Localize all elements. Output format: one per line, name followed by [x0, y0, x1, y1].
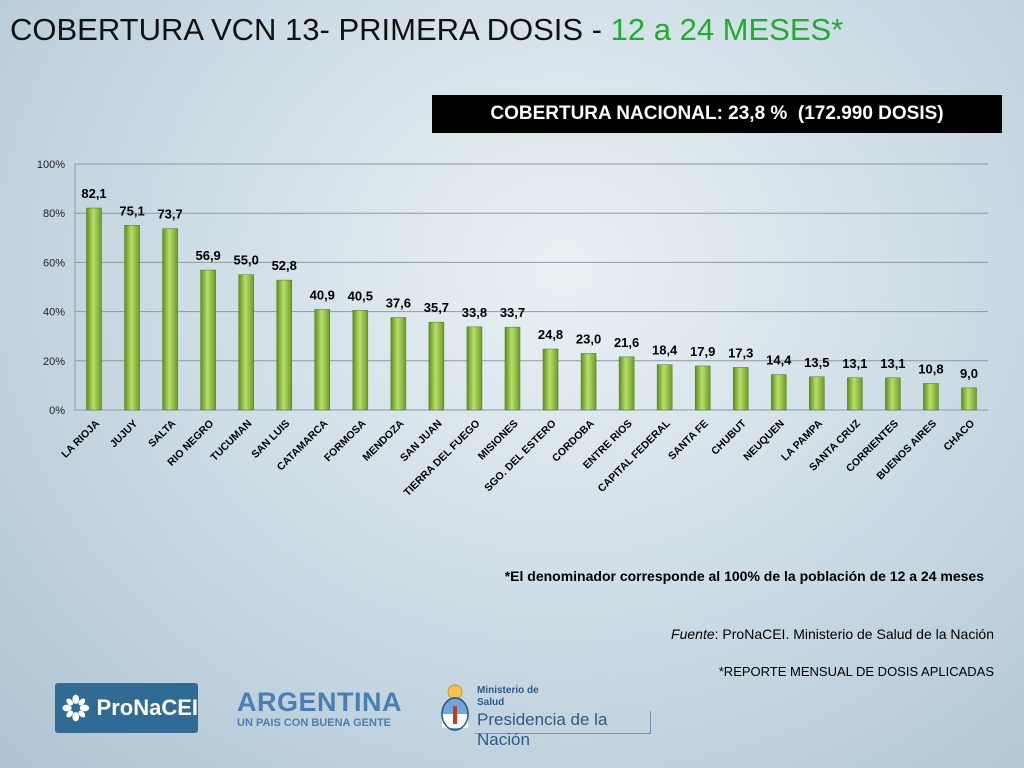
data-label: 13,1 — [842, 356, 867, 371]
y-tick-label: 0% — [49, 405, 65, 417]
flower-icon — [62, 694, 90, 722]
national-coverage-banner: COBERTURA NACIONAL: 23,8 % (172.990 DOSI… — [432, 95, 1002, 133]
bar — [200, 269, 216, 411]
title-star: * — [831, 12, 844, 47]
data-label: 17,9 — [690, 344, 715, 359]
data-label: 40,9 — [310, 287, 335, 302]
title-main: COBERTURA VCN 13- PRIMERA DOSIS - — [10, 12, 611, 47]
bar — [276, 279, 292, 411]
source-label: Fuente — [671, 626, 715, 642]
bar — [694, 365, 711, 411]
bar — [618, 356, 635, 411]
data-label: 17,3 — [728, 345, 753, 360]
data-label: 24,8 — [538, 327, 563, 342]
pronacei-logo: ProNaCEI — [55, 683, 198, 733]
source-note: Fuente: ProNaCEI. Ministerio de Salud de… — [671, 626, 994, 642]
bar — [352, 310, 369, 411]
bar — [124, 225, 140, 411]
data-label: 40,5 — [348, 288, 373, 303]
data-label: 33,7 — [500, 305, 525, 320]
bar — [314, 309, 331, 411]
bar — [390, 317, 407, 411]
data-label: 9,0 — [960, 366, 978, 381]
data-label: 55,0 — [234, 253, 259, 268]
report-note: *REPORTE MENSUAL DE DOSIS APLICADAS — [718, 664, 994, 679]
data-label: 14,4 — [766, 353, 792, 368]
x-category-label: TIERRA DEL FUEGO — [401, 418, 482, 499]
source-text: : ProNaCEI. Ministerio de Salud de la Na… — [714, 626, 994, 642]
bar — [732, 367, 749, 411]
data-label: 35,7 — [424, 300, 449, 315]
x-category-label: CAPITAL FEDERAL — [596, 417, 674, 495]
ministerio-salud-logo: Ministerio de Salud Presidencia de la Na… — [435, 681, 655, 749]
bar — [656, 364, 673, 411]
bar — [809, 376, 825, 411]
x-category-label: SALTA — [146, 417, 178, 449]
bar — [542, 348, 559, 411]
title-highlight: 12 a 24 MESES — [610, 12, 832, 47]
bar — [466, 326, 483, 411]
data-label: 13,1 — [880, 356, 905, 371]
data-label: 23,0 — [576, 331, 601, 346]
y-tick-label: 100% — [37, 159, 65, 171]
bar — [86, 207, 102, 411]
x-category-label: JUJUY — [108, 418, 140, 450]
data-label: 10,8 — [918, 361, 943, 376]
bar — [961, 387, 977, 411]
bar — [923, 383, 939, 411]
pronacei-logo-text: ProNaCEI — [96, 695, 198, 720]
footnote: *El denominador corresponde al 100% de l… — [504, 568, 984, 584]
ministerio-separator — [475, 711, 651, 734]
data-label: 75,1 — [119, 203, 144, 218]
y-tick-label: 80% — [43, 208, 65, 220]
data-label: 18,4 — [652, 343, 678, 358]
bar — [847, 377, 863, 411]
argentina-logo-text: ARGENTINA — [237, 687, 402, 717]
argentina-logo: ARGENTINA UN PAIS CON BUENA GENTE — [237, 689, 402, 730]
coverage-bar-chart: 0% 20% 40% 60% 80% 100% 82,1 75,1 73,7 56,9 55,0 5… — [37, 159, 988, 499]
ministerio-line2: Salud — [477, 697, 505, 708]
data-label: 13,5 — [804, 355, 829, 370]
bar — [885, 377, 901, 411]
y-tick-label: 20% — [43, 356, 65, 368]
x-category-label: LA RIOJA — [59, 417, 102, 460]
ministerio-line3: Presidencia de la Nación — [477, 710, 608, 749]
coat-of-arms-icon — [441, 684, 469, 731]
x-category-label: SANTA FE — [666, 418, 711, 463]
bar — [162, 228, 178, 411]
data-label: 56,9 — [195, 248, 220, 263]
data-label: 73,7 — [157, 207, 182, 222]
x-category-label: CHACO — [941, 418, 977, 454]
x-category-label: TUCUMAN — [208, 418, 254, 464]
ministerio-line1: Ministerio de — [477, 685, 539, 696]
y-tick-label: 60% — [43, 257, 65, 269]
bar — [428, 321, 445, 411]
page-title: COBERTURA VCN 13- PRIMERA DOSIS - 12 a 2… — [10, 12, 843, 48]
bar — [771, 374, 787, 411]
bar — [504, 326, 521, 411]
data-label: 21,6 — [614, 335, 639, 350]
y-tick-label: 40% — [43, 307, 65, 319]
data-label: 37,6 — [386, 296, 411, 311]
x-category-label: SGO. DEL ESTERO — [482, 418, 558, 494]
argentina-tagline: UN PAIS CON BUENA GENTE — [237, 717, 392, 729]
bar — [238, 274, 254, 411]
data-label: 33,8 — [462, 305, 487, 320]
data-label: 82,1 — [81, 186, 106, 201]
data-label: 52,8 — [272, 258, 297, 273]
bar — [580, 353, 597, 411]
